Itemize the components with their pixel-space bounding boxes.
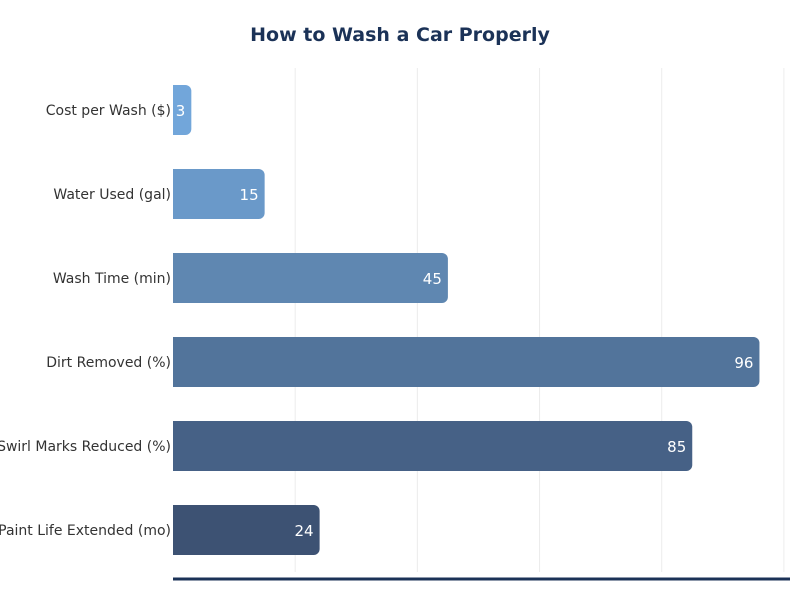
bar (173, 337, 760, 387)
bar (173, 85, 192, 135)
value-label: 3 (176, 102, 186, 120)
bar (173, 421, 693, 471)
category-label: Dirt Removed (%) (46, 355, 171, 371)
chart-title: How to Wash a Car Properly (250, 24, 550, 46)
value-label: 24 (295, 522, 314, 540)
bar (173, 169, 265, 219)
bar (173, 253, 448, 303)
category-label: Paint Life Extended (mo) (0, 523, 171, 539)
value-label: 96 (734, 354, 753, 372)
category-label: Wash Time (min) (53, 271, 171, 287)
value-label: 85 (667, 438, 686, 456)
category-label: Water Used (gal) (53, 187, 171, 203)
bar (173, 505, 320, 555)
category-label: Cost per Wash ($) (46, 103, 171, 119)
value-label: 45 (423, 270, 442, 288)
category-label: Swirl Marks Reduced (%) (0, 439, 171, 455)
value-label: 15 (240, 186, 259, 204)
